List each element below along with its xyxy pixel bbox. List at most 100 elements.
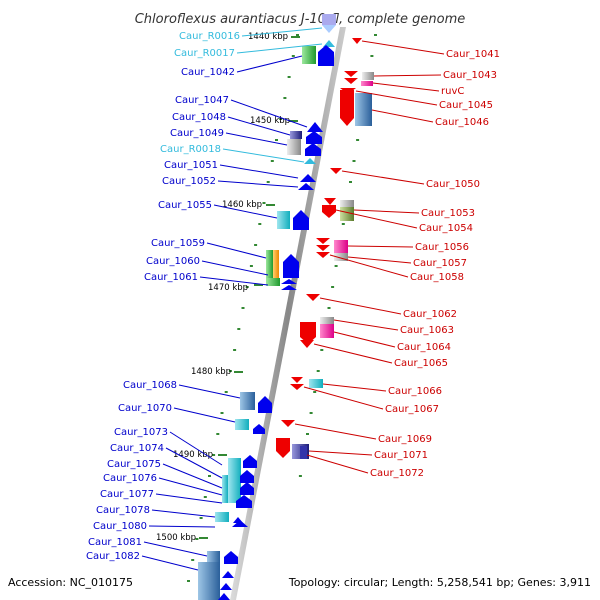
gene-label[interactable]: Caur_1068	[123, 380, 177, 391]
tick-dot	[254, 244, 258, 246]
gene-caur-1063	[300, 317, 334, 344]
tick-dot	[298, 475, 302, 477]
gene-caur-1043	[344, 71, 374, 80]
connector-line	[165, 447, 223, 479]
gene-label[interactable]: Caur_R0018	[160, 144, 221, 155]
gene-label[interactable]: Caur_1071	[374, 450, 428, 461]
tick-label: 1490 kbp	[173, 450, 213, 460]
gene-label[interactable]: Caur_1080	[93, 521, 147, 532]
connector-line	[303, 386, 384, 410]
tick-label: 1480 kbp	[191, 367, 231, 377]
gene-label[interactable]: Caur_1066	[388, 386, 442, 397]
tick-dot	[341, 223, 345, 225]
gene-caur-1076	[240, 482, 254, 495]
gene-label[interactable]: Caur_1076	[103, 473, 157, 484]
gene-caur-1054	[322, 205, 336, 218]
gene-label[interactable]: Caur_1043	[443, 70, 497, 81]
gene-label[interactable]: Caur_1070	[118, 403, 172, 414]
gene-label[interactable]: Caur_1065	[394, 358, 448, 369]
connector-line	[333, 319, 399, 331]
tick-dot	[212, 454, 216, 456]
tick-dot	[241, 307, 245, 309]
connector-line	[227, 116, 291, 136]
gene-caur-1067	[290, 384, 304, 390]
gene-label[interactable]: Caur_1050	[426, 179, 480, 190]
tick-dot	[313, 391, 317, 393]
gene-label[interactable]: Caur_1061	[144, 272, 198, 283]
tick-dot	[327, 307, 331, 309]
gene-label[interactable]: Caur_1072	[370, 468, 424, 479]
tick-1490: 1490 kbp	[173, 450, 227, 460]
gene-label[interactable]: Caur_1054	[419, 223, 473, 234]
gene-label[interactable]: Caur_1073	[114, 427, 168, 438]
gene-label[interactable]: Caur_1051	[164, 160, 218, 171]
genome-backbone	[230, 27, 346, 600]
gene-label[interactable]: Caur_1060	[146, 256, 200, 267]
gene-label[interactable]: Caur_1048	[172, 112, 226, 123]
gene-label[interactable]: Caur_1058	[410, 272, 464, 283]
gene-caur-1056	[316, 238, 348, 253]
gene-label[interactable]: Caur_1075	[107, 459, 161, 470]
gene-label[interactable]: Caur_1082	[86, 551, 140, 562]
gene-label[interactable]: Caur_1055	[158, 200, 212, 211]
gene-label[interactable]: Caur_R0017	[174, 48, 235, 59]
gene-label[interactable]: Caur_1064	[397, 342, 451, 353]
tick-dot	[208, 475, 211, 477]
gene-label[interactable]: Caur_1069	[378, 434, 432, 445]
gene-label[interactable]: Caur_1056	[415, 242, 469, 253]
connector-line	[355, 90, 438, 106]
gene-label[interactable]: Caur_1049	[170, 128, 224, 139]
tick-1440: 1440 kbp	[248, 32, 300, 42]
gene-caur-1057	[316, 245, 348, 261]
gene-label[interactable]: Caur_1063	[400, 325, 454, 336]
gene-label[interactable]: Caur_1053	[421, 208, 475, 219]
gene-caur-1062	[306, 294, 320, 301]
gene-label[interactable]: Caur_1078	[96, 505, 150, 516]
reverse-strand-genes	[276, 38, 374, 459]
connector-line	[178, 384, 241, 399]
connector-line	[173, 407, 236, 423]
connector-line	[151, 509, 216, 518]
left-gene-labels: Caur_R0016 Caur_R0017 Caur_1042 Caur_104…	[86, 31, 240, 562]
accession-text: Accession: NC_010175	[8, 576, 133, 589]
connector-line	[373, 74, 442, 77]
tick-dot	[374, 34, 377, 36]
connector-line	[371, 109, 434, 123]
gene-label[interactable]: Caur_R0016	[179, 31, 240, 42]
connector-line	[236, 55, 303, 73]
gene-label[interactable]: Caur_1059	[151, 238, 205, 249]
gene-caur-1049	[287, 139, 321, 156]
tick-dot	[334, 265, 338, 267]
forward-strand-genes	[198, 14, 336, 600]
connector-line	[294, 423, 377, 440]
label-connectors	[141, 27, 445, 571]
gene-label[interactable]: Caur_1041	[446, 49, 500, 60]
connector-line	[347, 245, 414, 248]
connector-line	[169, 431, 223, 466]
connector-line	[143, 541, 208, 557]
gene-label[interactable]: Caur_1062	[403, 309, 457, 320]
connector-line	[162, 463, 223, 489]
gene-label[interactable]: Caur_1057	[413, 258, 467, 269]
gene-label[interactable]: Caur_1081	[88, 537, 142, 548]
gene-label[interactable]: Caur_1042	[181, 67, 235, 78]
gene-label[interactable]: Caur_1045	[439, 100, 493, 111]
connector-line	[329, 254, 409, 278]
gene-label[interactable]: Caur_1067	[385, 404, 439, 415]
gene-label[interactable]: Caur_1052	[162, 176, 216, 187]
connector-line	[230, 99, 308, 128]
gene-label[interactable]: Caur_1074	[110, 443, 164, 454]
gene-label[interactable]: Caur_1077	[100, 489, 154, 500]
gene-label[interactable]: ruvC	[441, 86, 464, 97]
tick-dot	[356, 139, 360, 141]
gene-label[interactable]: Caur_1047	[175, 95, 229, 106]
gene-caur-1066	[291, 377, 323, 388]
gene-label[interactable]: Caur_1046	[435, 117, 489, 128]
tick-dot	[191, 559, 195, 561]
connector-line	[347, 256, 412, 264]
gene-caur-1058	[316, 252, 330, 258]
tick-dot	[283, 97, 287, 99]
connector-line	[225, 132, 288, 146]
gene-caur-1047	[307, 122, 323, 132]
